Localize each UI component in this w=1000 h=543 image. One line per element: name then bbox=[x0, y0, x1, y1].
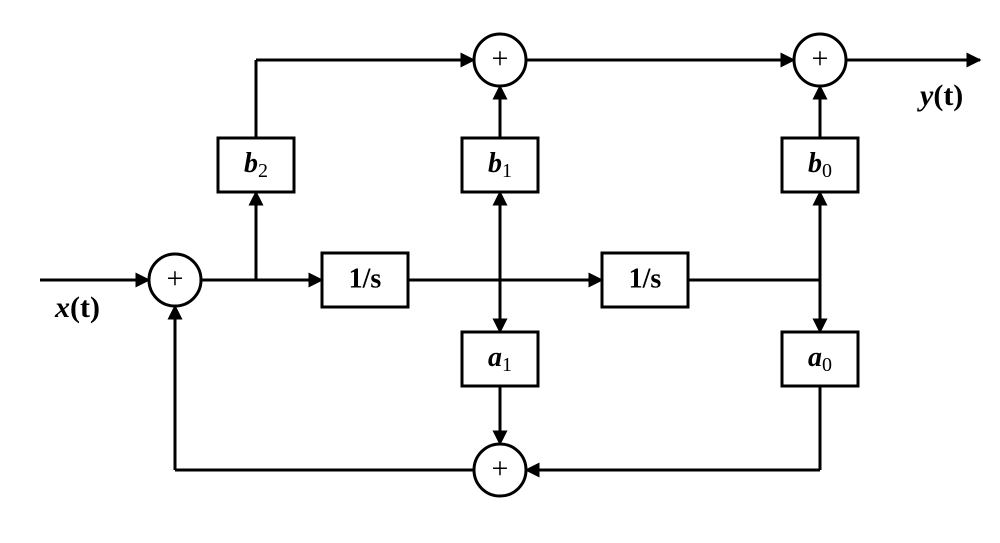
sum-plus: + bbox=[167, 262, 184, 295]
sum-plus: + bbox=[492, 42, 509, 75]
sum-plus: + bbox=[812, 42, 829, 75]
input-label: x(t) bbox=[54, 291, 100, 324]
output-label: y(t) bbox=[917, 79, 963, 112]
sum-plus: + bbox=[492, 452, 509, 485]
int1-label: 1/s bbox=[349, 263, 382, 294]
block-diagram: ++++b2b1b01/s1/sa1a0x(t)y(t) bbox=[0, 0, 1000, 543]
int2-label: 1/s bbox=[629, 263, 662, 294]
